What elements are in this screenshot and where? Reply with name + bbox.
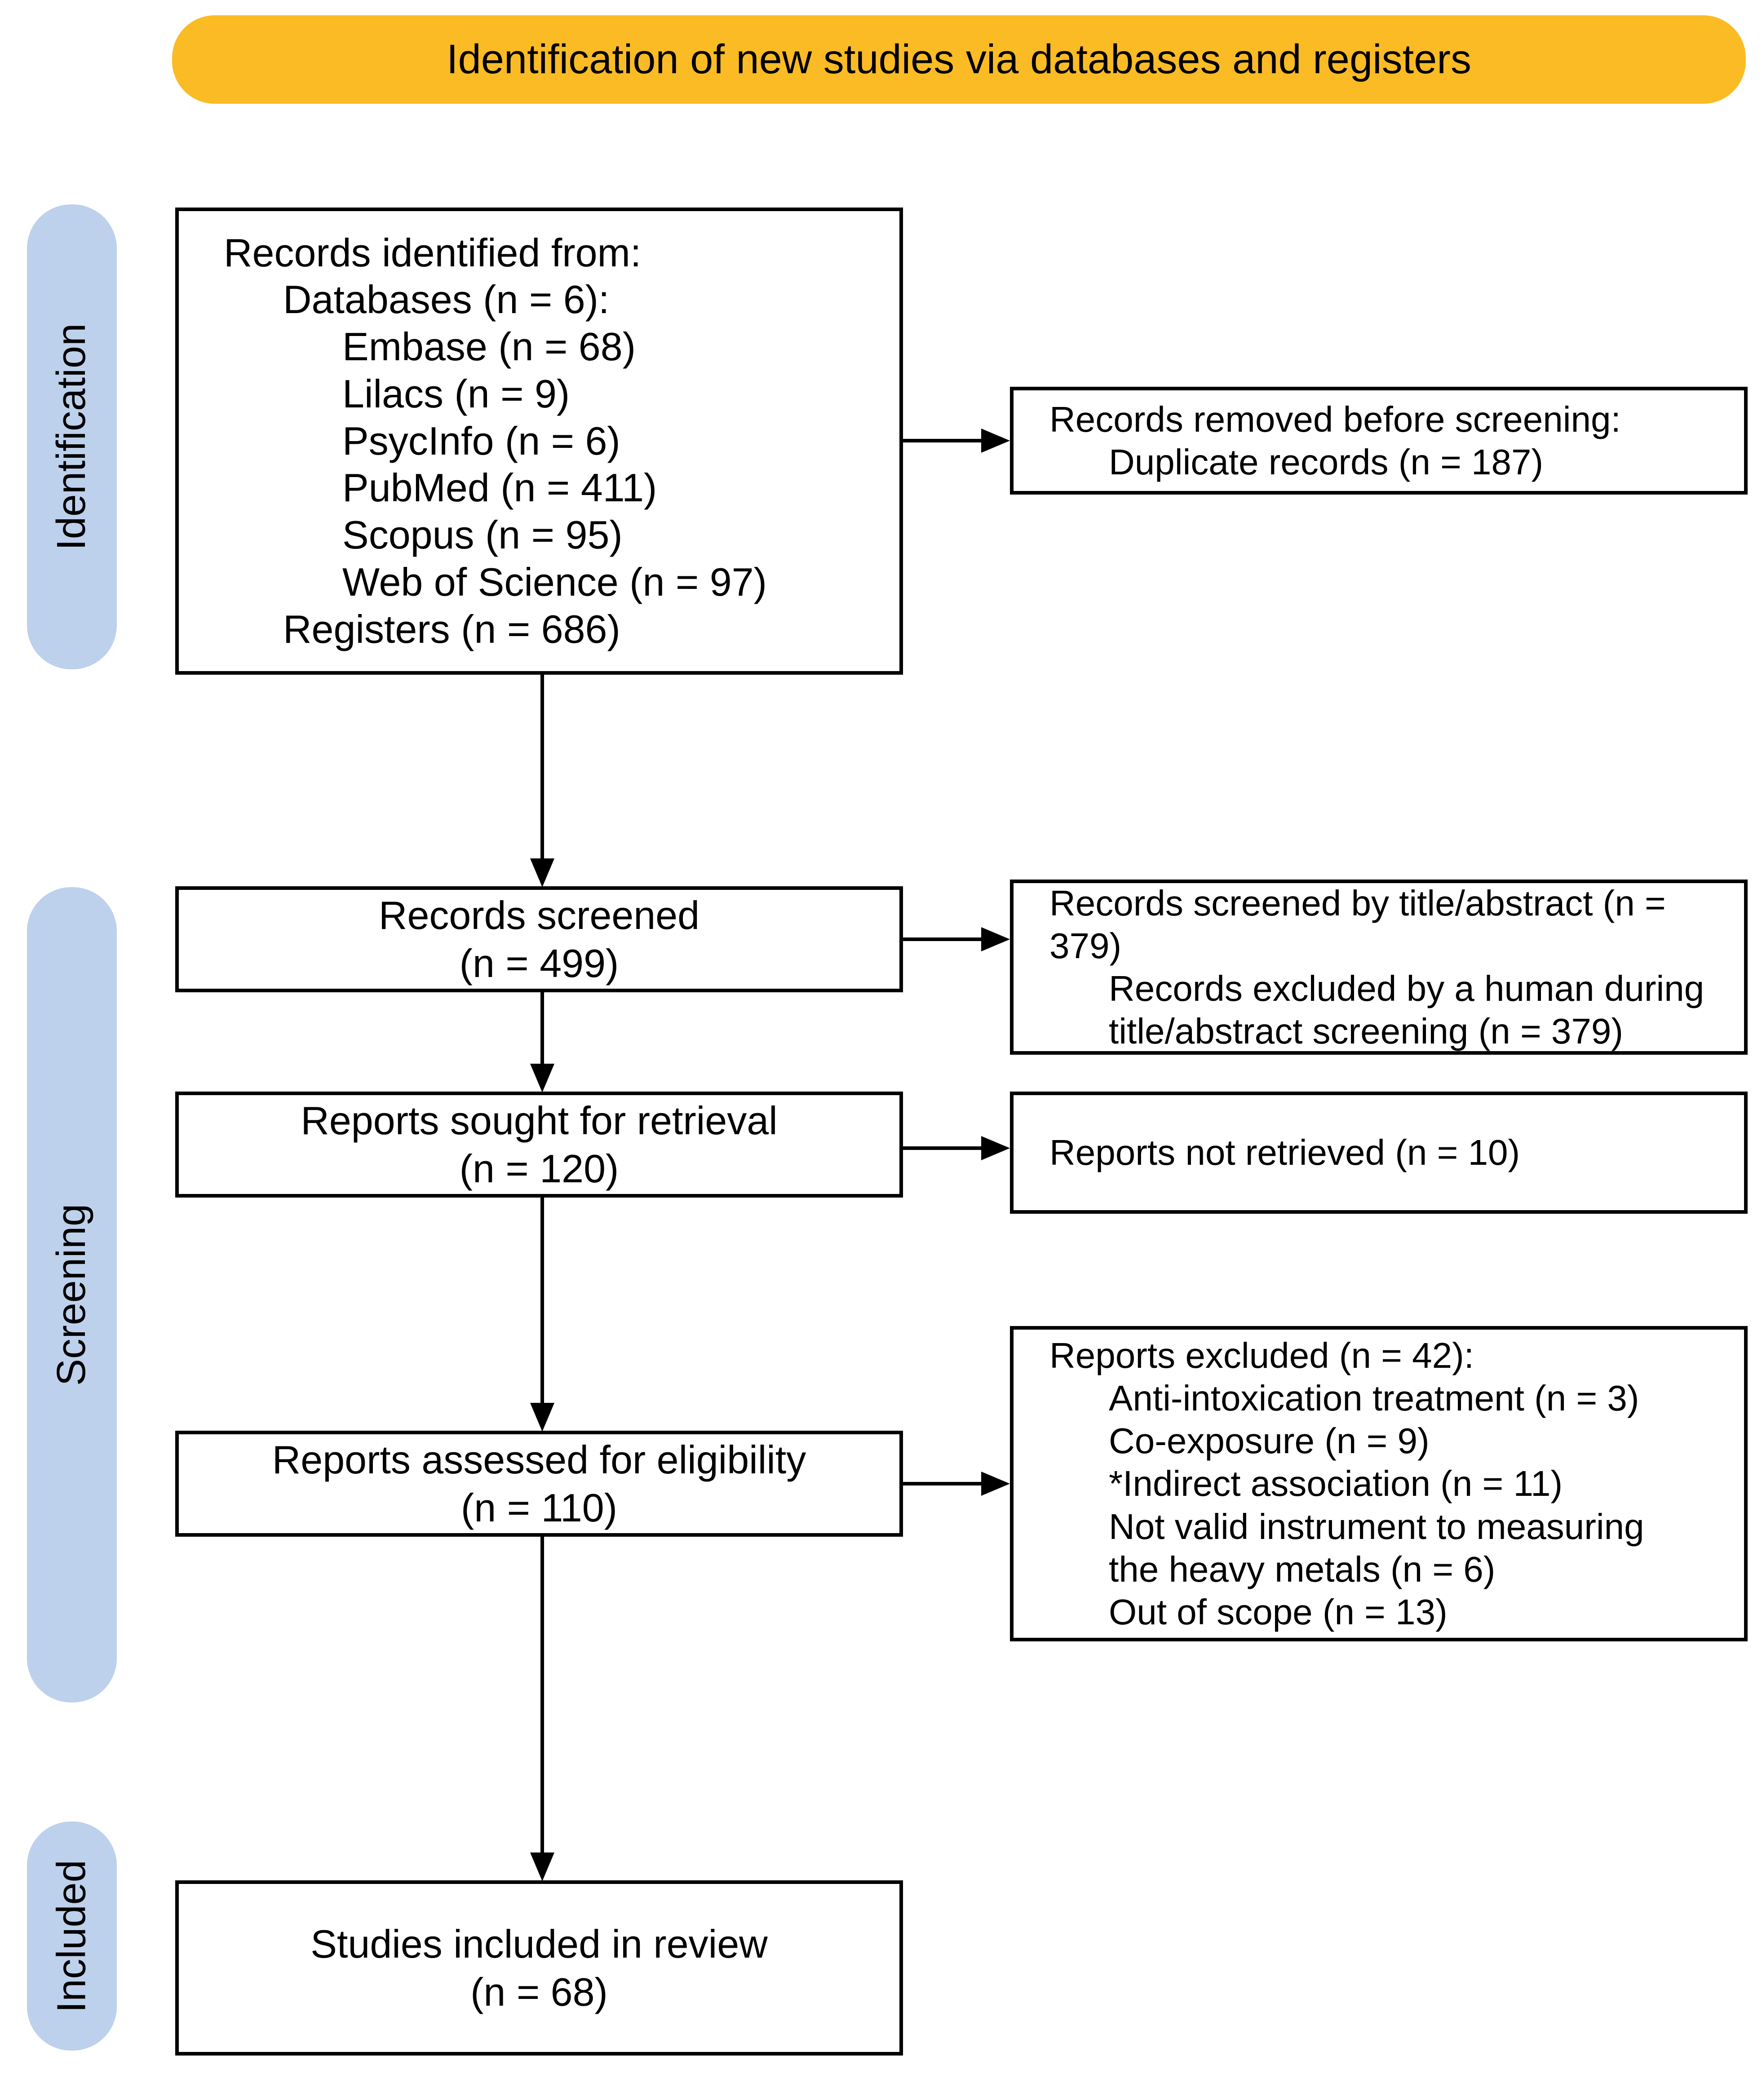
arrow-down-head-icon (530, 1852, 554, 1881)
box-reports-not-retrieved: Reports not retrieved (n = 10) (1010, 1092, 1748, 1214)
stage-label-screening: Screening (27, 887, 117, 1702)
box-line: Records removed before screening: (1049, 399, 1621, 439)
box-line: (n = 110) (460, 1485, 618, 1530)
arrow-sought-to-assessed-line (540, 1198, 544, 1405)
box-line: PsycInfo (n = 6) (342, 418, 620, 463)
arrow-identified-to-screened-line (540, 675, 544, 861)
box-line: Web of Science (n = 97) (342, 559, 767, 604)
box-records-identified: Records identified from: Databases (n = … (175, 208, 903, 675)
box-line: Records excluded by a human during (1109, 968, 1704, 1008)
box-line: Lilacs (n = 9) (342, 371, 570, 416)
arrow-identified-to-removed-line (903, 439, 984, 442)
box-line: Databases (n = 6): (283, 277, 610, 322)
arrow-right-head-icon (981, 1472, 1010, 1496)
box-reports-excluded: Reports excluded (n = 42): Anti-intoxica… (1010, 1326, 1748, 1641)
box-line: *Indirect association (n = 11) (1109, 1463, 1563, 1504)
box-studies-included: Studies included in review (n = 68) (175, 1880, 903, 2056)
arrow-right-head-icon (981, 927, 1010, 951)
box-reports-assessed: Reports assessed for eligibility (n = 11… (175, 1431, 903, 1537)
box-line: Reports not retrieved (n = 10) (1049, 1132, 1520, 1173)
stage-label-identification: Identification (27, 204, 117, 669)
arrow-down-head-icon (530, 1064, 554, 1092)
box-line: Duplicate records (n = 187) (1109, 442, 1544, 482)
title-banner-label: Identification of new studies via databa… (447, 36, 1471, 82)
stage-label-included-text: Included (49, 1859, 94, 2013)
arrow-down-head-icon (530, 858, 554, 887)
arrow-assessed-to-included-line (540, 1537, 544, 1852)
box-line: Records screened (378, 893, 700, 937)
stage-label-screening-text: Screening (49, 1203, 94, 1386)
box-line: Embase (n = 68) (342, 324, 636, 369)
box-records-removed: Records removed before screening: Duplic… (1010, 387, 1748, 495)
arrow-screened-to-titleabstract-line (903, 937, 984, 941)
box-line: (n = 68) (470, 1970, 608, 2014)
box-line: Reports assessed for eligibility (272, 1437, 806, 1482)
box-line: title/abstract screening (n = 379) (1109, 1011, 1624, 1052)
stage-label-identification-text: Identification (49, 323, 94, 551)
box-reports-sought: Reports sought for retrieval (n = 120) (175, 1092, 903, 1198)
arrow-right-head-icon (981, 429, 1010, 453)
arrow-screened-to-sought-line (540, 992, 544, 1065)
box-line: Anti-intoxication treatment (n = 3) (1109, 1378, 1639, 1419)
box-line: Reports sought for retrieval (301, 1098, 778, 1143)
box-line: Registers (n = 686) (283, 606, 620, 651)
box-line: Records screened by title/abstract (n = … (1049, 883, 1666, 966)
arrow-down-head-icon (530, 1403, 554, 1432)
arrow-assessed-to-excluded-line (903, 1482, 984, 1485)
box-records-screened: Records screened (n = 499) (175, 886, 903, 992)
box-line: Reports excluded (n = 42): (1049, 1335, 1474, 1375)
box-line: the heavy metals (n = 6) (1109, 1549, 1496, 1589)
box-line: (n = 120) (459, 1146, 619, 1191)
box-screened-title-abstract: Records screened by title/abstract (n = … (1010, 880, 1748, 1055)
title-banner: Identification of new studies via databa… (172, 15, 1746, 104)
box-line: Out of scope (n = 13) (1109, 1592, 1448, 1632)
box-line: Studies included in review (310, 1921, 768, 1966)
box-line: Co-exposure (n = 9) (1109, 1421, 1430, 1461)
box-line: Records identified from: (224, 230, 642, 275)
box-line: (n = 499) (459, 941, 619, 986)
stage-label-included: Included (27, 1821, 117, 2051)
box-line: Not valid instrument to measuring (1109, 1506, 1644, 1547)
box-line: PubMed (n = 411) (342, 465, 657, 510)
arrow-sought-to-notretrieved-line (903, 1146, 984, 1150)
box-line: Scopus (n = 95) (342, 513, 623, 557)
arrow-right-head-icon (981, 1136, 1010, 1160)
